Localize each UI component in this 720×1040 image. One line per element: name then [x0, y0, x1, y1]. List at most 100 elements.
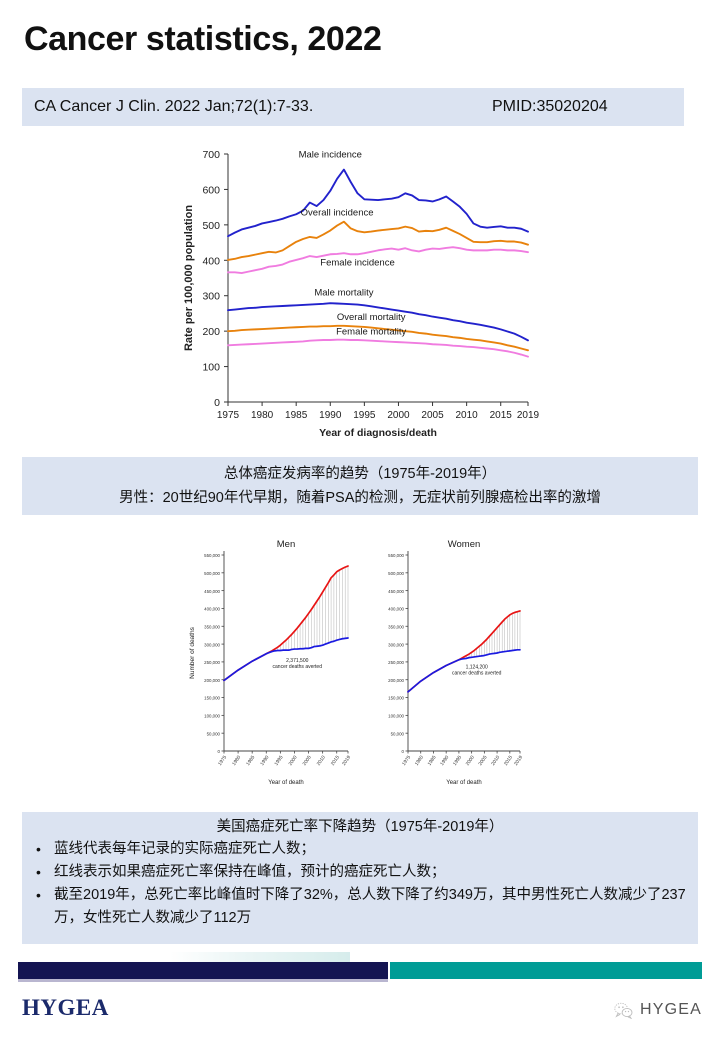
svg-text:400,000: 400,000: [388, 607, 404, 612]
svg-text:700: 700: [202, 149, 220, 161]
svg-text:250,000: 250,000: [204, 660, 220, 665]
svg-text:2019: 2019: [517, 410, 540, 421]
svg-text:1975: 1975: [217, 754, 228, 766]
svg-text:2010: 2010: [456, 410, 479, 421]
svg-text:Year of diagnosis/death: Year of diagnosis/death: [319, 427, 437, 439]
svg-text:2000: 2000: [288, 754, 299, 766]
citation-bar: CA Cancer J Clin. 2022 Jan;72(1):7-33. P…: [22, 88, 684, 126]
svg-text:Female mortality: Female mortality: [336, 327, 406, 338]
svg-text:2,371,500: 2,371,500: [286, 658, 308, 664]
svg-text:Rate per 100,000 population: Rate per 100,000 population: [183, 205, 195, 351]
svg-text:450,000: 450,000: [388, 589, 404, 594]
svg-text:450,000: 450,000: [204, 589, 220, 594]
svg-text:1990: 1990: [319, 410, 342, 421]
svg-text:300,000: 300,000: [204, 642, 220, 647]
svg-text:150,000: 150,000: [204, 696, 220, 701]
svg-text:1980: 1980: [251, 410, 274, 421]
citation-journal: CA Cancer J Clin. 2022 Jan;72(1):7-33.: [34, 98, 314, 115]
svg-text:600: 600: [202, 184, 220, 196]
svg-text:1980: 1980: [414, 754, 425, 766]
svg-text:1985: 1985: [285, 410, 308, 421]
caption1-line2: 男性：20世纪90年代早期，随着PSA的检测，无症状前列腺癌检出率的激增: [119, 490, 601, 506]
svg-text:2000: 2000: [387, 410, 410, 421]
svg-text:500: 500: [202, 220, 220, 232]
svg-text:2019: 2019: [513, 754, 524, 766]
svg-text:200,000: 200,000: [388, 678, 404, 683]
svg-text:2010: 2010: [490, 754, 501, 766]
svg-text:1985: 1985: [427, 754, 438, 766]
svg-text:1990: 1990: [259, 754, 270, 766]
svg-text:Women: Women: [448, 539, 481, 550]
svg-text:2010: 2010: [316, 754, 327, 766]
caption2-bullet: 截至2019年，总死亡率比峰值时下降了32%，总人数下降了约349万，其中男性死…: [22, 884, 698, 930]
svg-text:0: 0: [218, 749, 221, 754]
svg-text:Men: Men: [277, 539, 295, 550]
caption2-bullet: 红线表示如果癌症死亡率保持在峰值，预计的癌症死亡人数；: [22, 861, 698, 884]
svg-text:200,000: 200,000: [204, 678, 220, 683]
svg-text:1995: 1995: [353, 410, 376, 421]
svg-text:500,000: 500,000: [388, 571, 404, 576]
svg-text:300,000: 300,000: [388, 642, 404, 647]
footer-bar-highlight: [170, 952, 350, 962]
caption-box-incidence: 总体癌症发病率的趋势（1975年-2019年） 男性：20世纪90年代早期，随着…: [22, 457, 698, 515]
caption-box-mortality: 美国癌症死亡率下降趋势（1975年-2019年） 蓝线代表每年记录的实际癌症死亡…: [22, 812, 698, 944]
svg-text:550,000: 550,000: [388, 553, 404, 558]
svg-text:350,000: 350,000: [388, 624, 404, 629]
brand-logo-right-label: HYGEA: [639, 1001, 702, 1018]
wechat-icon: [614, 1002, 633, 1019]
svg-text:250,000: 250,000: [388, 660, 404, 665]
svg-text:1975: 1975: [217, 410, 240, 421]
caption2-bullet-list: 蓝线代表每年记录的实际癌症死亡人数；红线表示如果癌症死亡率保持在峰值，预计的癌症…: [22, 838, 698, 930]
svg-text:1995: 1995: [452, 754, 463, 766]
svg-text:1980: 1980: [231, 754, 242, 766]
svg-text:0: 0: [214, 397, 220, 409]
svg-text:Male incidence: Male incidence: [299, 150, 362, 161]
footer-bar-teal: [390, 962, 702, 979]
svg-text:1995: 1995: [273, 754, 284, 766]
svg-text:1985: 1985: [245, 754, 256, 766]
svg-text:100,000: 100,000: [388, 714, 404, 719]
brand-logo-left: HYGEA: [22, 995, 109, 1020]
svg-text:2015: 2015: [330, 754, 341, 766]
svg-text:2005: 2005: [477, 754, 488, 766]
svg-text:350,000: 350,000: [204, 624, 220, 629]
svg-text:550,000: 550,000: [204, 553, 220, 558]
svg-text:2015: 2015: [503, 754, 514, 766]
caption2-bullet: 蓝线代表每年记录的实际癌症死亡人数；: [22, 838, 698, 861]
brand-logo-right: HYGEA: [614, 1001, 702, 1019]
svg-text:400,000: 400,000: [204, 607, 220, 612]
svg-text:2000: 2000: [465, 754, 476, 766]
svg-text:2005: 2005: [302, 754, 313, 766]
svg-text:100,000: 100,000: [204, 714, 220, 719]
svg-text:2015: 2015: [490, 410, 513, 421]
svg-text:150,000: 150,000: [388, 696, 404, 701]
svg-text:1,124,200: 1,124,200: [466, 664, 488, 670]
incidence-mortality-svg: 0 100 200 300 400 500 600 700 Rate per 100,000 p…: [183, 149, 540, 439]
svg-text:Male mortality: Male mortality: [314, 288, 373, 299]
svg-text:2005: 2005: [421, 410, 444, 421]
svg-text:Year of death: Year of death: [446, 780, 481, 786]
citation-pmid: PMID:35020204: [492, 98, 608, 115]
svg-text:100: 100: [202, 362, 220, 374]
caption2-heading: 美国癌症死亡率下降趋势（1975年-2019年）: [216, 819, 504, 835]
svg-text:300: 300: [202, 291, 220, 303]
svg-text:Female incidence: Female incidence: [320, 258, 394, 269]
svg-text:200: 200: [202, 326, 220, 338]
svg-text:Number of deaths: Number of deaths: [189, 626, 196, 678]
chart-deaths-averted: Men 0 50,000 100,000 150,000 200,000 250,000 30…: [180, 533, 550, 805]
caption1-line1: 总体癌症发病率的趋势（1975年-2019年）: [223, 466, 497, 482]
chart-incidence-mortality-trends: 0 100 200 300 400 500 600 700 Rate per 100,000 p…: [180, 140, 540, 445]
svg-text:Overall mortality: Overall mortality: [337, 312, 406, 323]
deaths-averted-svg: Men 0 50,000 100,000 150,000 200,000 250,000 30…: [189, 539, 524, 786]
svg-text:400: 400: [202, 255, 220, 267]
footer-bar-shadow: [18, 979, 388, 982]
svg-text:cancer deaths averted: cancer deaths averted: [452, 670, 502, 676]
footer-bar-navy: [18, 962, 388, 979]
svg-text:0: 0: [402, 749, 405, 754]
svg-text:50,000: 50,000: [207, 731, 221, 736]
svg-text:500,000: 500,000: [204, 571, 220, 576]
svg-text:Overall incidence: Overall incidence: [301, 207, 374, 218]
svg-text:1975: 1975: [401, 754, 412, 766]
svg-text:50,000: 50,000: [391, 731, 405, 736]
